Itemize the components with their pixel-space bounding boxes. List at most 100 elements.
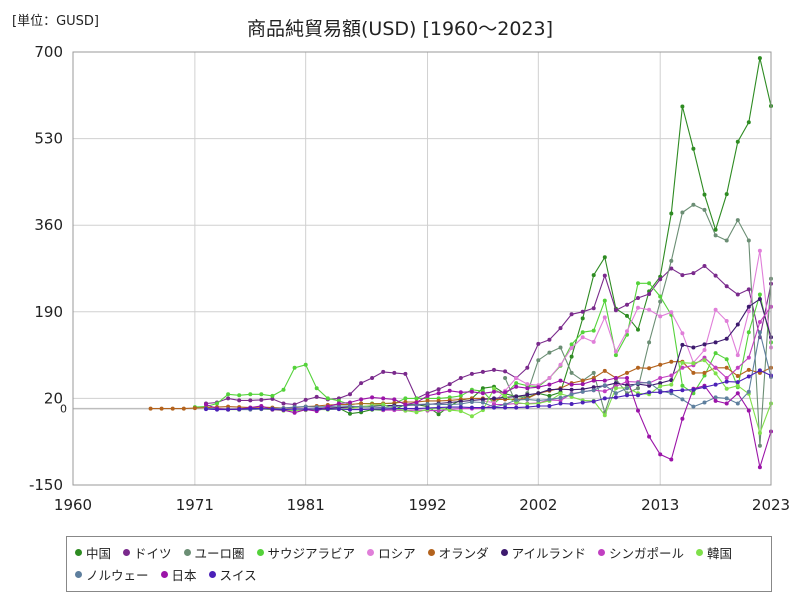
series-6 — [314, 297, 773, 411]
legend-item: ロシア — [367, 543, 416, 562]
data-point — [525, 386, 530, 391]
data-point — [636, 327, 640, 332]
legend-label: サウジアラビア — [267, 546, 356, 561]
data-point — [480, 400, 485, 405]
data-point — [447, 405, 452, 410]
data-point — [680, 397, 685, 402]
x-tick-label: 1992 — [408, 496, 446, 514]
data-point — [580, 309, 585, 314]
data-point — [381, 396, 386, 401]
data-point — [270, 407, 275, 412]
data-point — [525, 365, 530, 370]
data-point — [580, 335, 585, 340]
data-point — [680, 383, 685, 388]
data-point — [226, 392, 231, 397]
data-point — [757, 368, 762, 373]
data-point — [514, 381, 519, 386]
series-line — [205, 377, 772, 468]
data-point — [746, 355, 751, 360]
data-point — [625, 329, 629, 334]
data-point — [591, 385, 596, 390]
data-point — [669, 258, 674, 263]
data-point — [414, 410, 419, 415]
legend-marker-icon — [367, 549, 375, 556]
data-point — [447, 388, 452, 393]
data-point — [248, 398, 253, 403]
data-point — [237, 407, 242, 412]
data-point — [237, 398, 242, 403]
legend-marker-icon — [597, 549, 605, 556]
data-point — [602, 255, 607, 260]
data-point — [613, 376, 618, 380]
y-tick-label: 700 — [34, 43, 63, 61]
data-point — [547, 337, 552, 342]
data-point — [569, 370, 574, 375]
data-point — [525, 382, 530, 387]
data-point — [647, 340, 652, 345]
data-point — [159, 406, 164, 411]
data-point — [558, 395, 563, 400]
data-point — [547, 376, 552, 380]
data-point — [757, 330, 762, 335]
data-point — [259, 397, 264, 402]
data-point — [492, 396, 496, 401]
data-point — [602, 383, 607, 388]
data-point — [580, 389, 585, 394]
data-point — [702, 370, 707, 375]
data-point — [602, 315, 607, 320]
series-line — [206, 332, 772, 411]
data-point — [658, 362, 663, 367]
data-point — [669, 359, 674, 364]
legend-label: ドイツ — [134, 546, 172, 561]
data-point — [403, 371, 408, 376]
data-point — [215, 401, 219, 406]
data-point — [702, 192, 707, 197]
data-point — [514, 384, 519, 389]
data-point — [724, 336, 729, 341]
data-point — [658, 376, 663, 380]
data-point — [746, 309, 751, 314]
x-tick-label: 2013 — [641, 496, 679, 514]
data-point — [658, 299, 663, 304]
data-point — [724, 386, 729, 391]
data-point — [525, 392, 530, 397]
legend-item: アイルランド — [500, 543, 586, 562]
unit-label: [単位：GUSD] — [12, 14, 99, 29]
data-point — [215, 407, 219, 412]
data-point — [724, 238, 729, 243]
data-point — [436, 387, 441, 392]
data-point — [547, 393, 552, 398]
data-point — [713, 233, 718, 238]
data-point — [458, 376, 463, 380]
data-point — [259, 406, 264, 411]
data-point — [735, 383, 740, 388]
legend-label: 日本 — [171, 568, 197, 583]
data-point — [613, 308, 618, 313]
legend-item: ノルウェー — [75, 565, 149, 584]
data-point — [248, 392, 253, 397]
data-point — [713, 382, 718, 387]
data-point — [636, 393, 640, 398]
data-point — [348, 392, 352, 397]
data-point — [735, 374, 740, 378]
data-point — [735, 139, 740, 144]
data-point — [702, 342, 707, 347]
data-point — [702, 385, 707, 390]
data-point — [425, 406, 430, 411]
data-point — [724, 401, 729, 406]
grid — [72, 51, 772, 486]
data-point — [492, 367, 496, 372]
legend-item: スイス — [208, 565, 257, 584]
data-point — [602, 389, 607, 394]
legend-item: オランダ — [427, 543, 489, 562]
data-point — [425, 398, 430, 403]
data-point — [680, 360, 685, 365]
data-point — [458, 409, 463, 414]
data-point — [348, 400, 352, 405]
data-point — [669, 388, 674, 393]
chart-title: 商品純貿易額(USD) [1960～2023] — [247, 18, 553, 40]
data-point — [458, 390, 463, 395]
legend-label: シンガポール — [608, 546, 684, 561]
data-point — [713, 398, 718, 403]
data-point — [658, 277, 663, 282]
